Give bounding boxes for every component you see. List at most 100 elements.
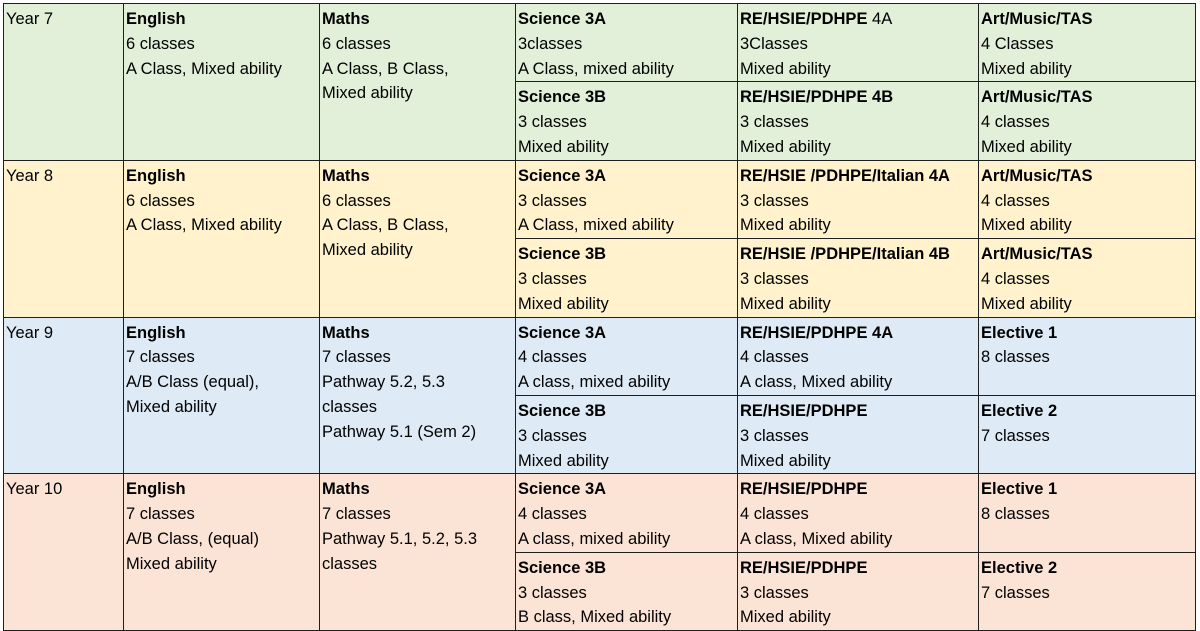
cell-line: 4 classes xyxy=(740,505,809,524)
science-b-cell: Science 3B 3 classes Mixed ability xyxy=(515,81,738,161)
cell-line: 7 classes xyxy=(981,583,1050,602)
elective-a-cell: Art/Music/TAS 4 classes Mixed ability xyxy=(978,159,1196,240)
science-a-cell: Science 3A 3classes A Class, mixed abili… xyxy=(515,2,738,83)
row-year-9: Year 9 English 7 classes A/B Class (equa… xyxy=(3,316,1196,475)
cell-line: Mixed ability xyxy=(740,451,831,470)
cell-line: 7 classes xyxy=(126,348,195,367)
cell-line: 6 classes xyxy=(126,34,195,53)
cell-title: RE/HSIE /PDHPE/Italian 4A xyxy=(740,166,950,185)
cell-title: Science 3A xyxy=(518,10,607,28)
science-b-cell: Science 3B 3 classes Mixed ability xyxy=(515,238,738,318)
re-b-cell: RE/HSIE/PDHPE 3 classes Mixed ability xyxy=(737,551,979,631)
english-cell: English 6 classes A Class, Mixed ability xyxy=(123,3,320,161)
cell-line: 3 classes xyxy=(740,191,809,210)
science-b-cell: Science 3B 3 classes B class, Mixed abil… xyxy=(515,551,738,631)
cell-line: A class, mixed ability xyxy=(518,373,671,392)
cell-line: Mixed ability xyxy=(740,59,831,78)
re-a-cell: RE/HSIE/PDHPE 4 classes A class, Mixed a… xyxy=(737,473,979,553)
cell-title: Science 3A xyxy=(518,166,607,185)
elective-a-cell: Elective 1 8 classes xyxy=(978,473,1196,553)
year-label: Year 7 xyxy=(3,3,124,161)
science-a-cell: Science 3A 4 classes A class, mixed abil… xyxy=(515,473,738,553)
cell-title: Maths xyxy=(322,323,370,342)
cell-line: 3 classes xyxy=(518,113,587,132)
cell-title: Maths xyxy=(322,480,370,499)
re-a-cell: RE/HSIE/PDHPE 4A 3Classes Mixed ability xyxy=(737,2,979,83)
cell-line: 6 classes xyxy=(322,191,391,210)
re-b-cell: RE/HSIE /PDHPE/Italian 4B 3 classes Mixe… xyxy=(737,238,979,318)
cell-line: classes xyxy=(322,397,378,416)
cell-line: 3Classes xyxy=(740,34,808,53)
re-b-cell: RE/HSIE/PDHPE 4B 3 classes Mixed ability xyxy=(737,81,979,161)
year-subject-table: Year 7 English 6 classes A Class, Mixed … xyxy=(3,2,1196,631)
cell-line: Mixed ability xyxy=(740,608,831,627)
cell-title: English xyxy=(126,323,186,342)
cell-title: Science 3A xyxy=(518,323,607,342)
cell-title: Science 3B xyxy=(518,558,607,577)
cell-title: Elective 2 xyxy=(981,558,1058,577)
cell-line: A Class, Mixed ability xyxy=(126,216,282,235)
cell-line: Mixed ability xyxy=(322,84,413,103)
cell-title: English xyxy=(126,480,186,499)
row-year-9-b: Science 3B 3 classes Mixed ability RE/HS… xyxy=(4,394,1196,475)
cell-title: RE/HSIE/PDHPE xyxy=(740,401,868,420)
cell-line: 7 classes xyxy=(322,348,391,367)
cell-title: RE/HSIE/PDHPE 4A xyxy=(740,7,978,32)
elective-a-cell: Elective 1 8 classes xyxy=(978,316,1196,396)
cell-line: 3 classes xyxy=(518,583,587,602)
cell-title: Science 3B xyxy=(518,245,607,264)
cell-line: Mixed ability xyxy=(740,216,831,235)
cell-line: 3 classes xyxy=(740,269,809,288)
cell-title: Elective 1 xyxy=(981,480,1058,499)
cell-title: Elective 2 xyxy=(981,401,1058,420)
cell-title: RE/HSIE/PDHPE xyxy=(740,558,868,577)
year-label: Year 8 xyxy=(3,159,124,318)
elective-b-cell: Art/Music/TAS 4 classes Mixed ability xyxy=(978,238,1196,318)
cell-line: A class, mixed ability xyxy=(518,529,671,548)
cell-title: RE/HSIE/PDHPE 4B xyxy=(740,88,894,107)
cell-line: Mixed ability xyxy=(981,294,1072,313)
cell-title: RE/HSIE/PDHPE 4A xyxy=(740,323,894,342)
cell-line: Pathway 5.1, 5.2, 5.3 xyxy=(322,529,478,548)
cell-title: Maths xyxy=(322,166,370,185)
maths-cell: Maths 7 classes Pathway 5.1, 5.2, 5.3 cl… xyxy=(319,473,516,631)
maths-cell: Maths 7 classes Pathway 5.2, 5.3 classes… xyxy=(319,316,516,475)
cell-line: Mixed ability xyxy=(981,216,1072,235)
cell-line: A class, Mixed ability xyxy=(740,529,893,548)
cell-line: 4 classes xyxy=(981,269,1050,288)
cell-title: Art/Music/TAS xyxy=(981,88,1093,107)
re-a-cell: RE/HSIE /PDHPE/Italian 4A 3 classes Mixe… xyxy=(737,159,979,240)
english-cell: English 7 classes A/B Class, (equal) Mix… xyxy=(123,473,320,631)
cell-title: English xyxy=(126,10,186,28)
cell-title: RE/HSIE/PDHPE xyxy=(740,480,868,499)
cell-line: Mixed ability xyxy=(126,397,217,416)
elective-a-cell: Art/Music/TAS 4 Classes Mixed ability xyxy=(978,2,1196,83)
cell-line: 3 classes xyxy=(518,426,587,445)
science-a-cell: Science 3A 3 classes A Class, mixed abil… xyxy=(515,159,738,240)
cell-line: 3classes xyxy=(518,34,583,53)
re-b-cell: RE/HSIE/PDHPE 3 classes Mixed ability xyxy=(737,394,979,475)
elective-b-cell: Elective 2 7 classes xyxy=(978,394,1196,475)
cell-line: 7 classes xyxy=(126,505,195,524)
cell-line: 8 classes xyxy=(981,348,1050,367)
cell-line: 3 classes xyxy=(518,269,587,288)
cell-title: Science 3A xyxy=(518,480,607,499)
year-label: Year 9 xyxy=(3,316,124,475)
cell-line: Mixed ability xyxy=(981,59,1072,78)
english-cell: English 7 classes A/B Class (equal), Mix… xyxy=(123,316,320,475)
cell-title: Science 3B xyxy=(518,401,607,420)
row-year-8-b: Science 3B 3 classes Mixed ability RE/HS… xyxy=(4,238,1196,318)
cell-line: 3 classes xyxy=(740,113,809,132)
cell-title: Art/Music/TAS xyxy=(981,10,1093,28)
cell-line: Mixed ability xyxy=(740,137,831,156)
cell-title: RE/HSIE /PDHPE/Italian 4B xyxy=(740,245,950,264)
cell-line: A Class, B Class, xyxy=(322,59,449,78)
cell-line: Mixed ability xyxy=(518,294,609,313)
cell-line: B class, Mixed ability xyxy=(518,608,672,627)
cell-title: Art/Music/TAS xyxy=(981,166,1093,185)
cell-line: A Class, Mixed ability xyxy=(126,59,282,78)
cell-line: 3 classes xyxy=(518,191,587,210)
science-b-cell: Science 3B 3 classes Mixed ability xyxy=(515,394,738,475)
cell-line: 4 Classes xyxy=(981,34,1054,53)
cell-line: Mixed ability xyxy=(126,554,217,573)
